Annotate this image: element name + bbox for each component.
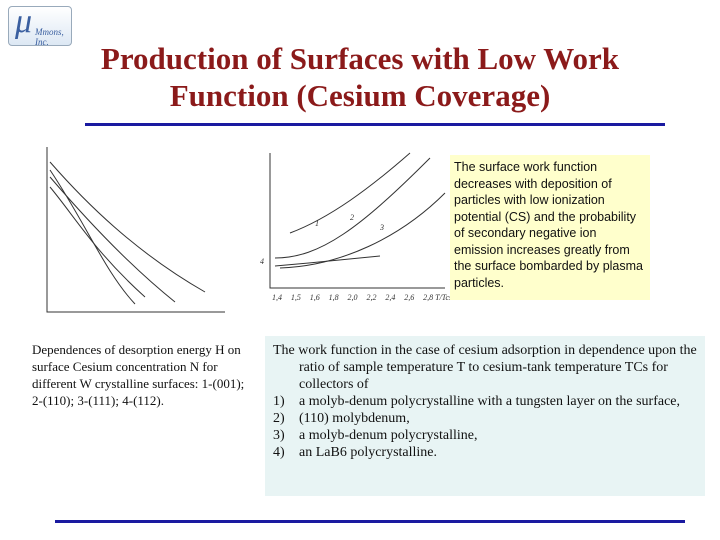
list-marker: 2) xyxy=(273,411,285,426)
x-tick-label: 2,6 xyxy=(404,293,414,302)
x-tick-label: 2,4 xyxy=(385,293,395,302)
list-item: 4) an LaB6 polycrystalline. xyxy=(273,444,697,461)
list-text: (110) molybdenum, xyxy=(299,411,410,426)
curve-label: 4 xyxy=(260,257,264,266)
curve-label: 2 xyxy=(350,213,354,222)
list-item: 3) a molyb-denum polycrystalline, xyxy=(273,427,697,444)
x-tick-label: 2,2 xyxy=(366,293,376,302)
title-rule xyxy=(85,123,665,126)
curve-label: 3 xyxy=(379,223,384,232)
figure-caption: Dependences of desorption energy H on su… xyxy=(32,342,245,408)
description-intro: The work function in the case of cesium … xyxy=(273,343,697,392)
left-plot xyxy=(46,147,225,313)
x-tick-label: 1,4 xyxy=(272,293,282,302)
list-marker: 1) xyxy=(273,394,285,409)
description: The work function in the case of cesium … xyxy=(265,336,705,496)
list-text: a molyb-denum polycrystalline with a tun… xyxy=(299,394,681,409)
list-text: an LaB6 polycrystalline. xyxy=(299,445,438,460)
list-text: a molyb-denum polycrystalline, xyxy=(299,428,478,443)
x-tick-label: 1,5 xyxy=(291,293,301,302)
list-item: 1) a molyb-denum polycrystalline with a t… xyxy=(273,393,697,410)
list-marker: 4) xyxy=(273,445,285,460)
title: Production of Surfaces with Low Work Fun… xyxy=(100,41,620,113)
curve-label: 1 xyxy=(315,219,319,228)
logo-symbol: μ xyxy=(15,3,33,40)
list-item: 2) (110) molybdenum, xyxy=(273,410,697,427)
logo-name: Mmons, Inc. xyxy=(35,27,64,47)
note: The surface work function decreases with… xyxy=(450,155,650,300)
x-tick-label: 2,0 xyxy=(348,293,358,302)
logo: μ Mmons, Inc. xyxy=(8,3,72,47)
bottom-rule xyxy=(55,520,685,523)
x-tick-label: 1,6 xyxy=(310,293,320,302)
x-tick-label: 1,8 xyxy=(329,293,339,302)
list-marker: 3) xyxy=(273,428,285,443)
x-tick-label: 2,8 T/Tcs xyxy=(423,293,450,302)
right-plot: 1,4 1,5 1,6 1,8 2,0 2,2 2,4 2,6 2,8 T/Tcs 1 2 3 4 xyxy=(260,152,450,302)
